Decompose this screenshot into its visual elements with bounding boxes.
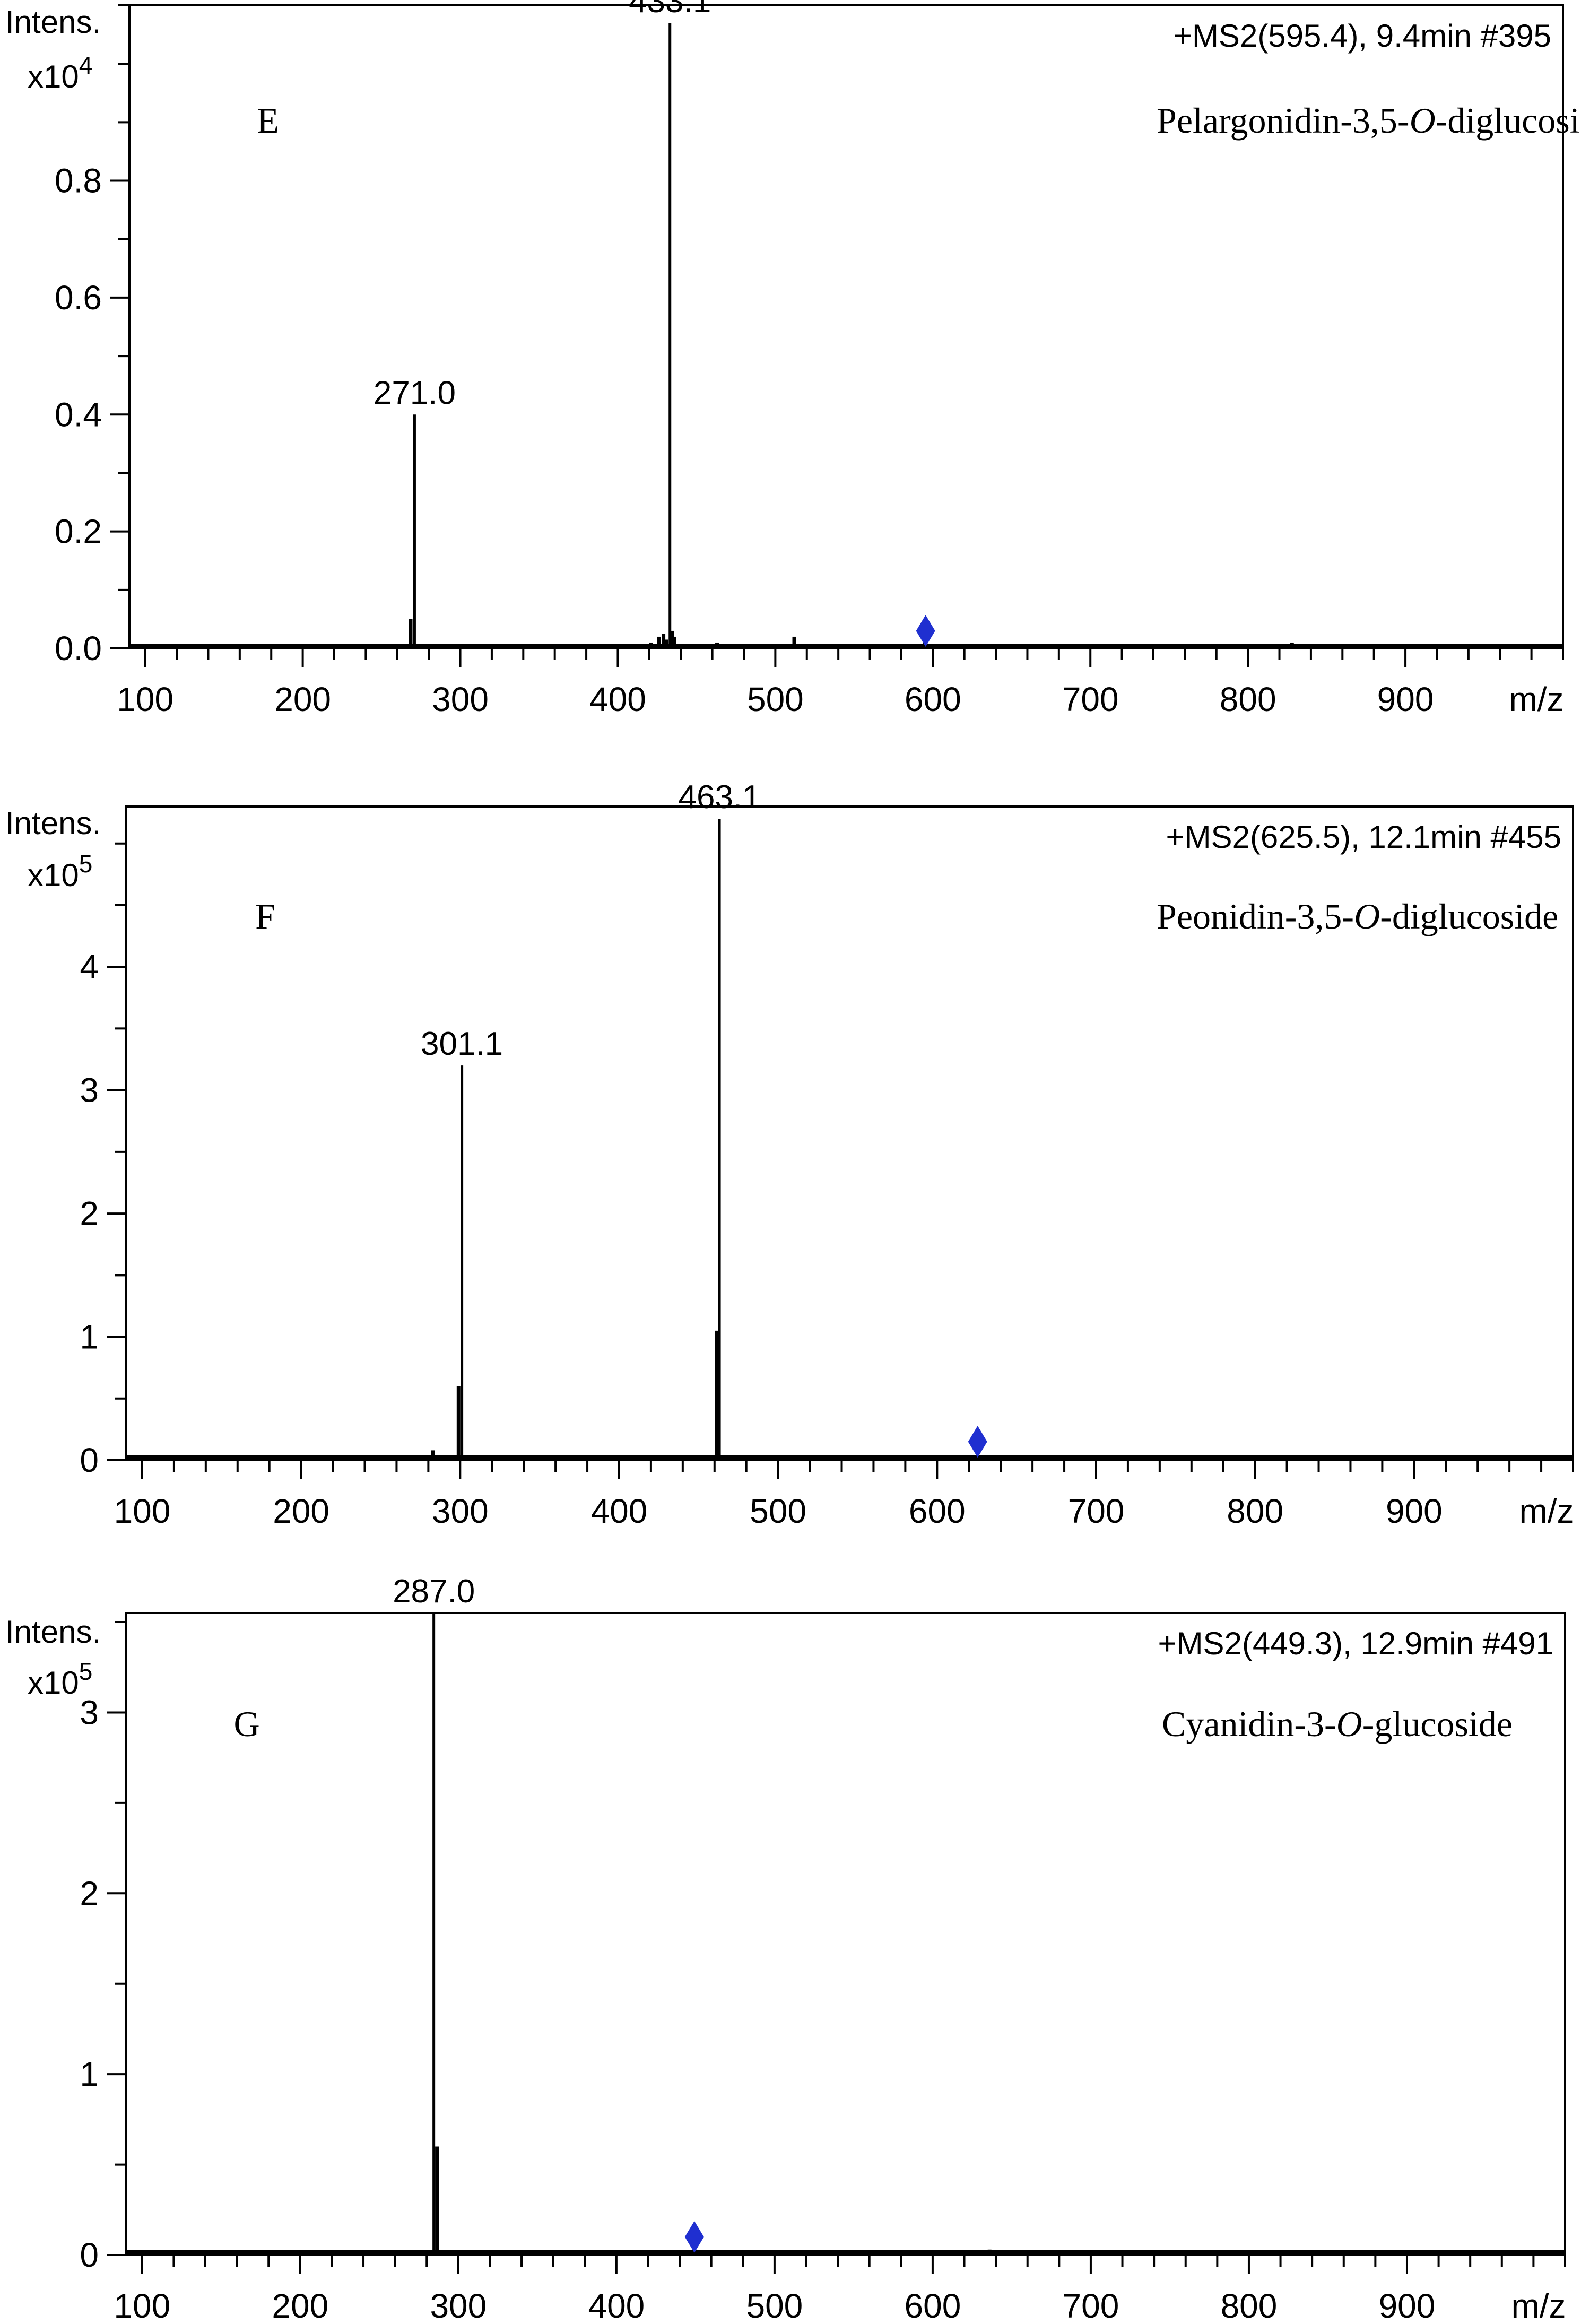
x-tick-label: 500 — [746, 2287, 803, 2324]
y-axis-label: Intens. — [5, 805, 101, 841]
x-tick-label: 100 — [114, 1492, 171, 1530]
compound-name: Peonidin-3,5-O-diglucoside — [1157, 896, 1558, 936]
x-tick-label: 300 — [430, 2287, 487, 2324]
compound-name-part: -diglucoside — [1380, 896, 1558, 936]
y-tick-label: 0.6 — [55, 279, 102, 317]
x-tick-label: 300 — [432, 1492, 489, 1530]
x-tick-label: 300 — [432, 680, 489, 718]
peak-label: 463.1 — [678, 779, 760, 816]
spectrum-panel-e: 100 200 300 400 500 600 700 800 900 m/z 0.0 0.2 0.4 0… — [5, 0, 1581, 718]
compound-name-part: Peonidin-3,5- — [1157, 896, 1354, 936]
x-tick-label: 100 — [114, 2287, 170, 2324]
spectrum-header: +MS2(625.5), 12.1min #455 — [1166, 819, 1561, 855]
compound-name-part: -glucoside — [1362, 1704, 1513, 1744]
y-tick-label: 0.4 — [55, 395, 102, 433]
y-axis-scale-exponent: 5 — [79, 850, 93, 878]
spectrum-header: +MS2(449.3), 12.9min #491 — [1158, 1626, 1553, 1661]
panel-label: E — [257, 100, 279, 141]
compound-name-part: Pelargonidin-3,5- — [1157, 100, 1410, 141]
x-axis-label: m/z — [1511, 2287, 1566, 2324]
y-tick-label: 4 — [80, 948, 99, 986]
y-axis-label: Intens. — [5, 1614, 101, 1650]
x-axis-label: m/z — [1509, 680, 1563, 718]
peak-label: 287.0 — [393, 1573, 475, 1610]
x-tick-label: 400 — [591, 1492, 648, 1530]
y-tick-label: 0.8 — [55, 162, 102, 200]
x-tick-label: 500 — [750, 1492, 806, 1530]
y-tick-label: 3 — [80, 1071, 99, 1109]
x-tick-label: 400 — [589, 680, 646, 718]
y-tick-label: 2 — [80, 1874, 99, 1912]
y-tick-label: 0 — [80, 1441, 99, 1479]
peak-label: 433.1 — [629, 0, 711, 20]
compound-name-part: O — [1354, 896, 1380, 936]
x-axis-label: m/z — [1519, 1492, 1574, 1530]
y-axis-scale-exponent: 5 — [79, 1658, 93, 1685]
y-tick-label: 0.0 — [55, 629, 102, 667]
spectrum-panel-g: 100 200 300 400 500 600 700 800 900 m/z 0 1 2 3 Intens… — [5, 1573, 1566, 2324]
x-tick-label: 900 — [1386, 1492, 1443, 1530]
x-tick-label: 800 — [1220, 680, 1276, 718]
spectrum-panel-f: 100 200 300 400 500 600 700 800 900 m/z 0 1 2 3 4 Inten… — [5, 779, 1574, 1530]
x-tick-label: 800 — [1227, 1492, 1283, 1530]
x-tick-label: 100 — [117, 680, 173, 718]
x-tick-label: 700 — [1062, 680, 1119, 718]
compound-name: Cyanidin-3-O-glucoside — [1162, 1704, 1513, 1744]
y-tick-label: 1 — [80, 1318, 99, 1356]
x-tick-label: 500 — [747, 680, 804, 718]
panel-label: G — [233, 1704, 259, 1744]
compound-name: Pelargonidin-3,5-O-diglucoside — [1157, 100, 1581, 141]
x-tick-label: 900 — [1379, 2287, 1436, 2324]
y-tick-label: 2 — [80, 1194, 99, 1233]
precursor-marker — [684, 2221, 704, 2253]
precursor-marker — [916, 614, 935, 647]
peak-label: 301.1 — [421, 1026, 503, 1062]
x-tick-label: 200 — [273, 1492, 329, 1530]
y-tick-label: 0 — [80, 2236, 99, 2274]
y-tick-label: 3 — [80, 1693, 99, 1731]
x-tick-label: 200 — [274, 680, 331, 718]
y-tick-label: 0.2 — [55, 513, 102, 551]
y-axis-scale: x104 — [28, 51, 92, 94]
y-tick-label: 1 — [80, 2055, 99, 2093]
spectrum-header: +MS2(595.4), 9.4min #395 — [1174, 18, 1551, 54]
compound-name-part: O — [1410, 100, 1436, 141]
y-axis-scale-exponent: 4 — [79, 51, 93, 79]
x-tick-label: 900 — [1377, 680, 1434, 718]
x-tick-label: 700 — [1063, 2287, 1119, 2324]
compound-name-part: Cyanidin-3- — [1162, 1704, 1336, 1744]
peak-label: 271.0 — [373, 375, 456, 411]
compound-name-part: O — [1336, 1704, 1362, 1744]
x-tick-label: 600 — [905, 2287, 961, 2324]
x-tick-label: 400 — [588, 2287, 645, 2324]
x-tick-label: 700 — [1068, 1492, 1125, 1530]
x-tick-label: 600 — [909, 1492, 966, 1530]
x-tick-label: 800 — [1221, 2287, 1278, 2324]
panel-label: F — [255, 896, 275, 936]
compound-name-part: -diglucoside — [1436, 100, 1581, 141]
x-tick-label: 200 — [272, 2287, 328, 2324]
precursor-marker — [968, 1426, 987, 1458]
y-axis-label: Intens. — [5, 4, 101, 40]
x-tick-label: 600 — [905, 680, 961, 718]
y-axis-scale: x105 — [28, 850, 92, 893]
